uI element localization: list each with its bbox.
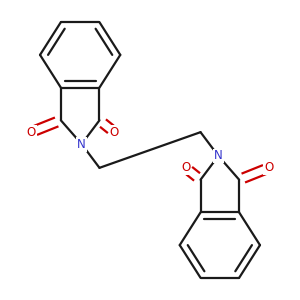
Text: N: N [214,149,223,162]
Text: O: O [181,161,190,174]
Text: O: O [110,126,119,139]
Text: O: O [264,161,274,174]
Text: N: N [77,138,86,151]
Text: O: O [26,126,36,139]
